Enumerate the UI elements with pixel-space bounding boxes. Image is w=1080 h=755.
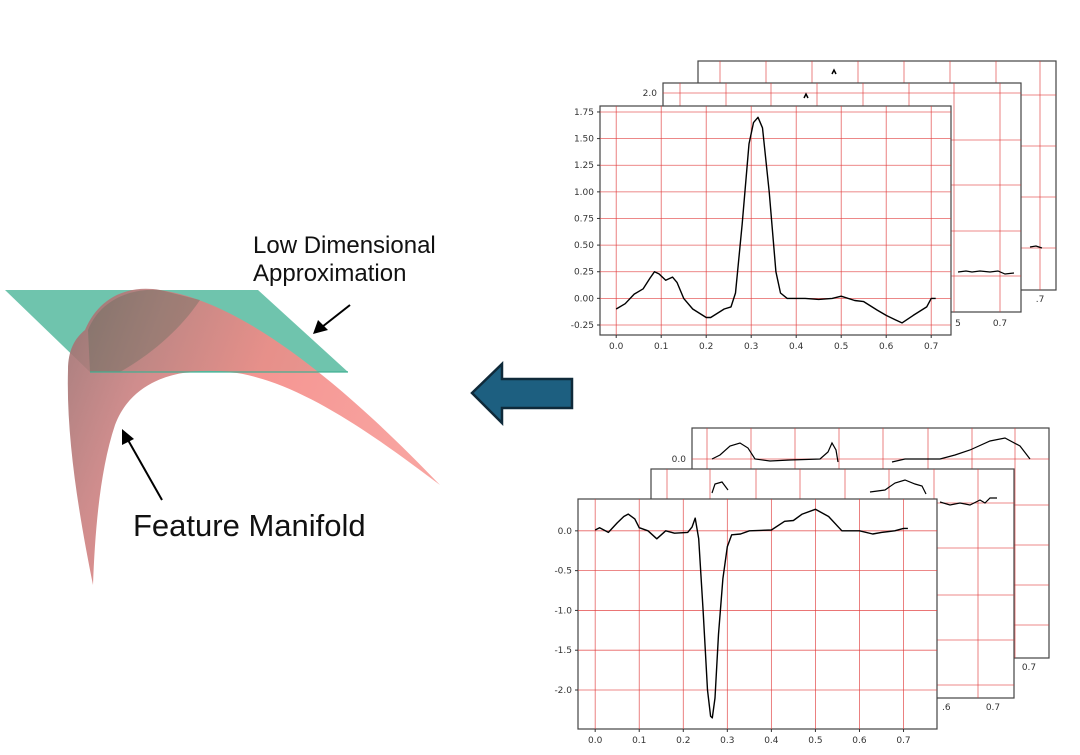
manifold-pointer-arrow [122, 429, 163, 501]
bottom-front-chart: 0.0 0.1 0.2 0.3 0.4 0.5 0.6 0.7 -2.0 -1.5 -1.0 -0.5… [554, 498, 938, 746]
manifold-illustration [5, 288, 440, 585]
back-curve-fragment [1029, 245, 1043, 249]
approximation-pointer-arrow [313, 304, 351, 334]
feature-manifold-surface [67, 288, 440, 585]
x-tick-label: .7 [1036, 295, 1045, 305]
label-line-2: Approximation [253, 259, 407, 287]
back-curve-fragment [891, 437, 1031, 463]
middle-curve-fragment [869, 479, 927, 495]
x-tick-label: 0.6 [852, 736, 867, 746]
middle-curve-fragment [711, 481, 729, 494]
y-tick-label: 0.25 [574, 268, 594, 278]
x-tick-label: 0.6 [879, 342, 894, 352]
y-tick-label: 0.00 [574, 294, 594, 304]
x-tick-label: 0.1 [632, 736, 646, 746]
x-tick-label: 5 [955, 319, 961, 329]
x-tick-label: 0.2 [676, 736, 690, 746]
x-tick-label: 0.4 [764, 736, 779, 746]
y-tick-label: -2.0 [554, 686, 572, 696]
x-tick-label: 0.3 [720, 736, 734, 746]
x-tick-label: 0.0 [588, 736, 603, 746]
x-tick-label: 0.1 [654, 342, 668, 352]
feature-manifold-label: Feature Manifold [133, 508, 366, 543]
middle-curve-fragment [957, 270, 1015, 275]
y-tick-label: 1.25 [574, 161, 594, 171]
back-curve-fragment [711, 441, 839, 463]
y-tick-label: 2.0 [643, 89, 658, 99]
y-tick-label: 0.0 [672, 455, 687, 465]
x-tick-label: .6 [942, 703, 951, 713]
y-tick-label: 1.75 [574, 108, 594, 118]
x-tick-label: 0.3 [744, 342, 758, 352]
y-tick-label: 1.00 [574, 188, 594, 198]
y-tick-label: 1.50 [574, 135, 594, 145]
y-tick-label: -0.5 [554, 567, 572, 577]
y-tick-label: 0.75 [574, 214, 594, 224]
signal-line [594, 508, 908, 719]
x-tick-label: 0.7 [993, 319, 1007, 329]
y-tick-label: 0.50 [574, 241, 594, 251]
y-tick-label: 0.0 [558, 527, 573, 537]
back-peak-fragment [831, 68, 837, 75]
low-dimensional-approximation-label: Low Dimensional Approximation [253, 232, 436, 287]
plane-overlap-shading [88, 289, 200, 372]
x-tick-label: 0.4 [789, 342, 804, 352]
x-tick-label: 0.5 [834, 342, 848, 352]
x-tick-label: 0.7 [1022, 663, 1036, 673]
y-tick-label: -1.0 [554, 606, 572, 616]
x-tick-label: 0.7 [986, 703, 1000, 713]
top-front-chart: 0.0 0.1 0.2 0.3 0.4 0.5 0.6 0.7 -0.25 0.00 0.25 0.5… [571, 105, 952, 352]
signal-line [615, 116, 936, 324]
middle-curve-fragment [939, 497, 997, 506]
label-line-1: Low Dimensional [253, 232, 436, 259]
x-tick-label: 0.7 [896, 736, 910, 746]
middle-peak-fragment [803, 92, 809, 99]
x-tick-label: 0.2 [699, 342, 713, 352]
x-tick-label: 0.7 [924, 342, 938, 352]
y-tick-label: -1.5 [554, 646, 572, 656]
chart-frame [599, 105, 952, 336]
chart-frame [577, 498, 938, 730]
x-tick-label: 0.0 [609, 342, 624, 352]
left-arrow-icon [470, 361, 574, 427]
y-tick-label: -0.25 [571, 321, 594, 331]
x-tick-label: 0.5 [808, 736, 822, 746]
